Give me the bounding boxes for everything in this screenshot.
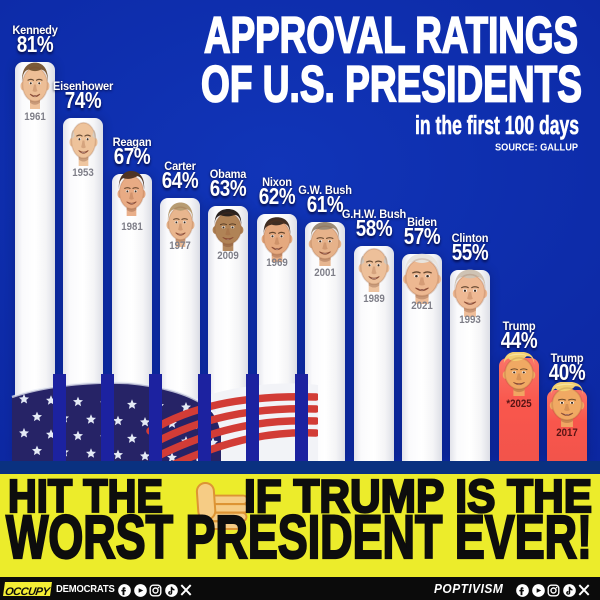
svg-text:OF U.S. PRESIDENTS: OF U.S. PRESIDENTS	[201, 56, 582, 113]
svg-text:IF TRUMP IS THE: IF TRUMP IS THE	[244, 474, 592, 522]
svg-text:in the first 100 days: in the first 100 days	[415, 112, 579, 140]
svg-text:APPROVAL RATINGS: APPROVAL RATINGS	[204, 7, 578, 64]
svg-text:HIT THE: HIT THE	[8, 474, 163, 522]
svg-text:WORST PRESIDENT EVER!: WORST PRESIDENT EVER!	[6, 503, 592, 571]
svg-text:SOURCE: GALLUP: SOURCE: GALLUP	[495, 143, 578, 154]
